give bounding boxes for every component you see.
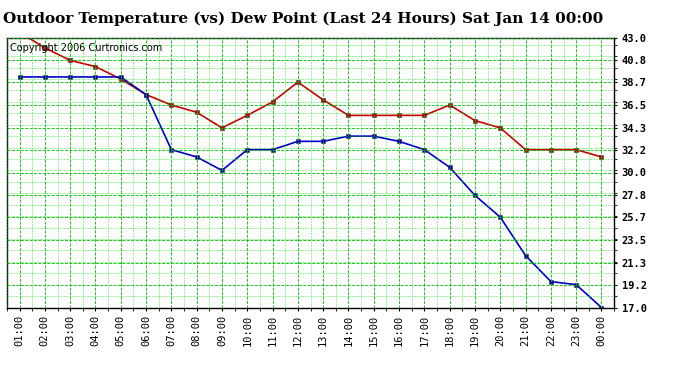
Text: Outdoor Temperature (vs) Dew Point (Last 24 Hours) Sat Jan 14 00:00: Outdoor Temperature (vs) Dew Point (Last… <box>3 11 604 26</box>
Text: Copyright 2006 Curtronics.com: Copyright 2006 Curtronics.com <box>10 43 162 53</box>
